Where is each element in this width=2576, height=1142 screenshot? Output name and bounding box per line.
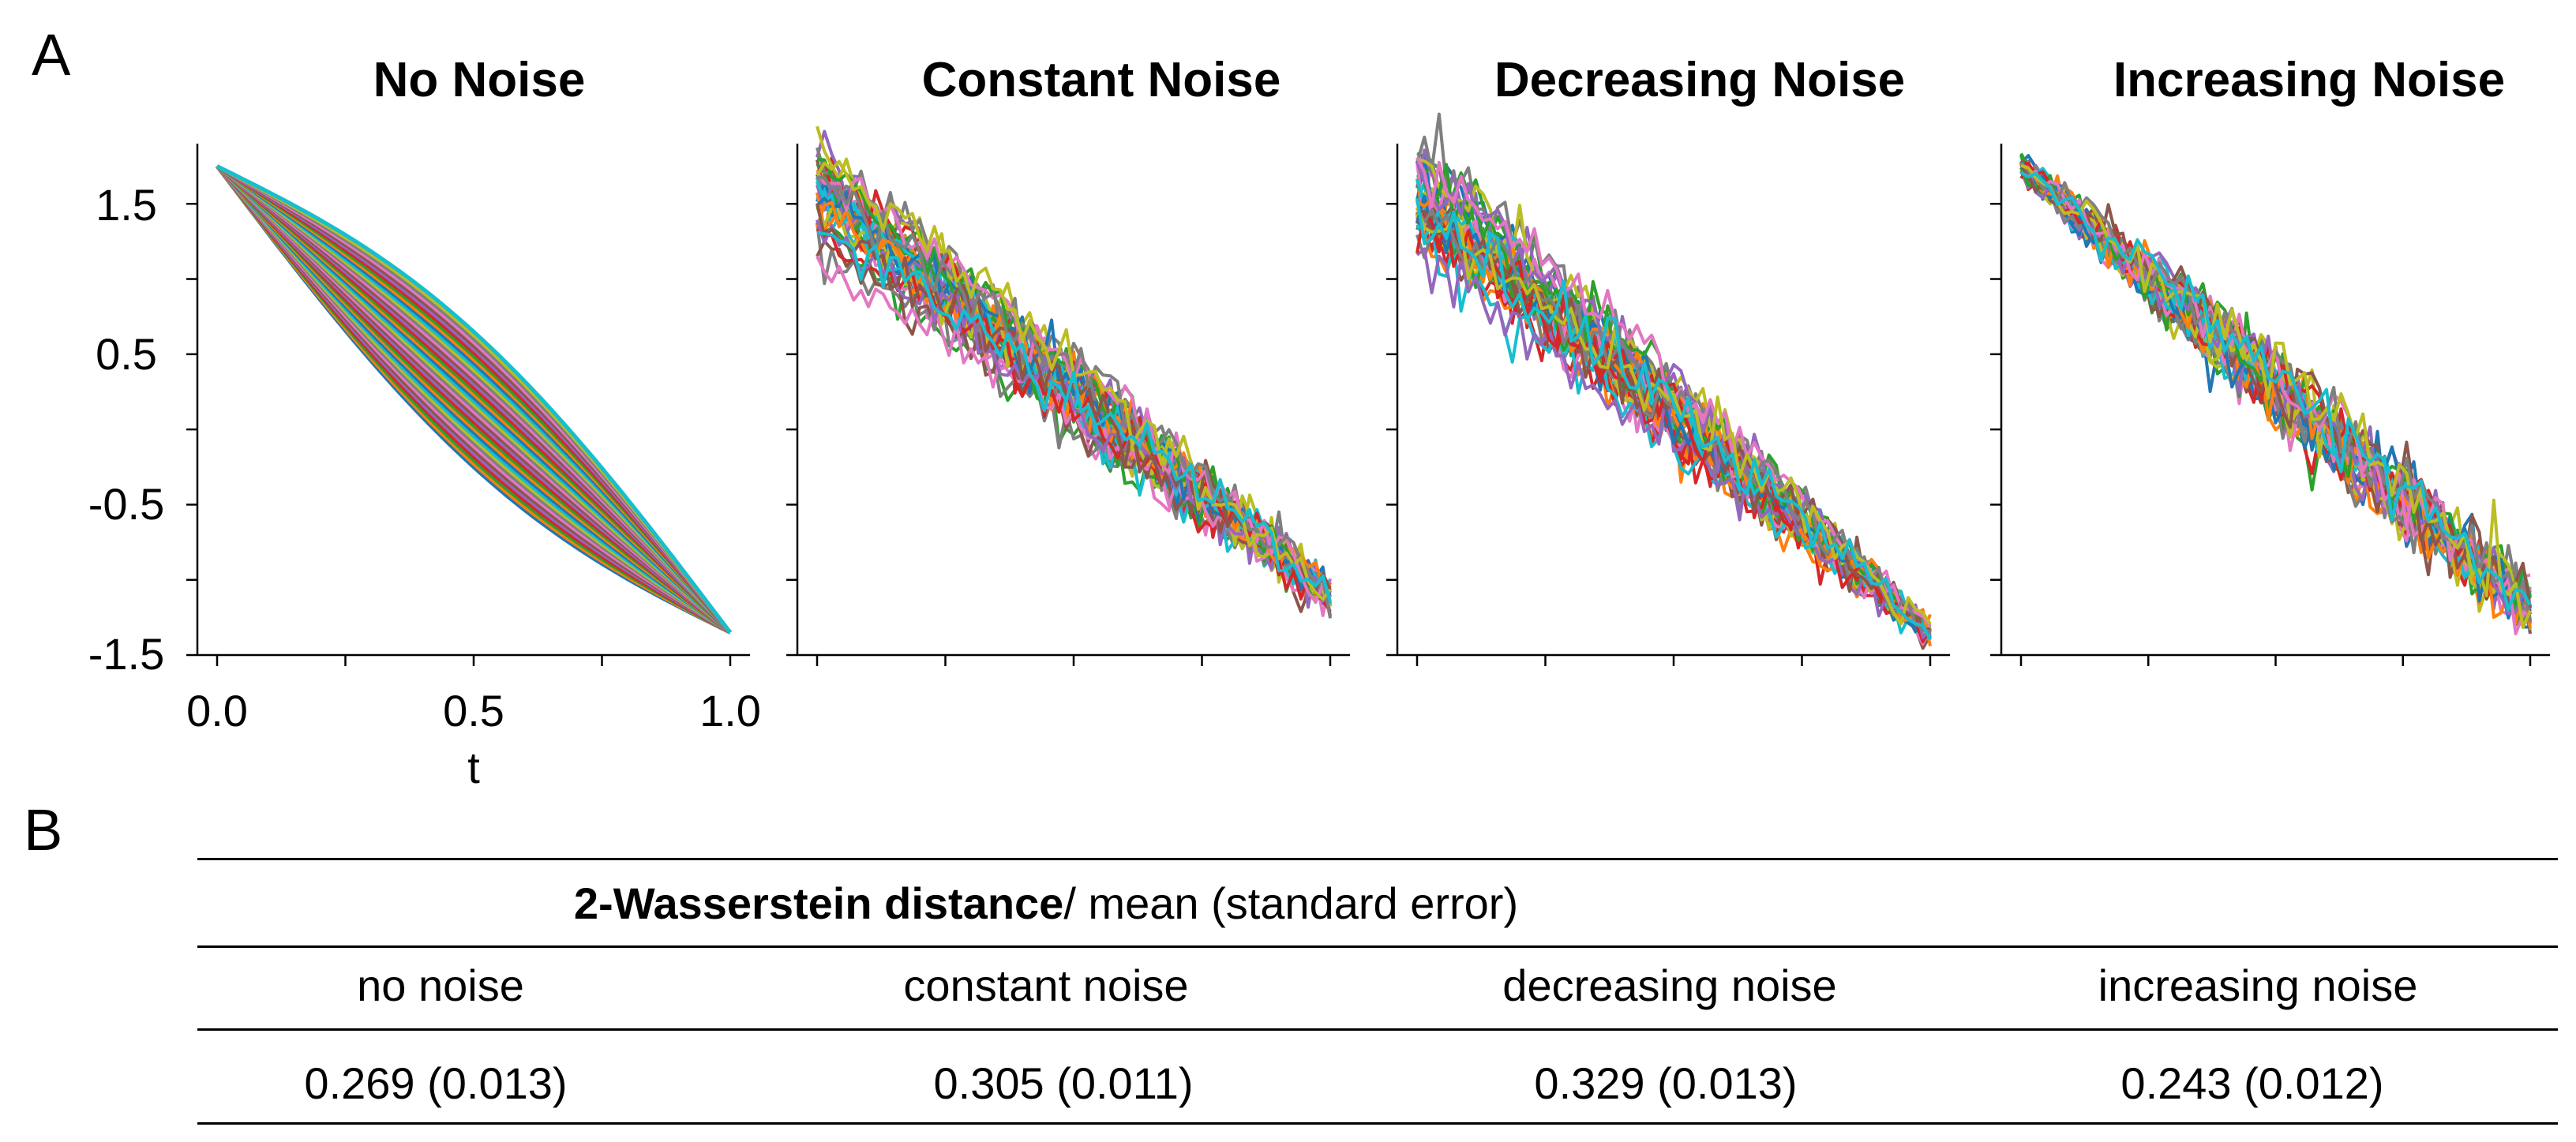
trajectory-lines [2019,152,2532,635]
panel-title: No Noise [373,53,586,107]
trajectory-line [816,190,1332,587]
panel-no-noise: No Noise 1.5 0.5 -0.5 -1.5 0.0 0.5 1.0 t [88,53,761,792]
panel-title: Increasing Noise [2113,53,2505,107]
table-value-increasing-noise: 0.243 (0.012) [2120,1058,2384,1108]
trajectory-line [1415,194,1931,640]
trajectory-lines [216,164,732,635]
table-header-constant-noise: constant noise [903,960,1189,1010]
table-title-rest: / mean (standard error) [1063,878,1519,928]
axis-ticks [186,202,732,666]
table-header-rule [197,945,2558,948]
trajectory-line [2019,171,2532,612]
trajectory-line [2020,163,2532,629]
panel-label-b: B [24,797,62,863]
x-tick-label: 0.5 [443,686,504,736]
y-tick-label: -1.5 [88,629,165,679]
table-value-decreasing-noise: 0.329 (0.013) [1534,1058,1798,1108]
panel-title: Constant Noise [922,53,1281,107]
table-top-rule [197,858,2558,860]
panel-increasing-noise: Increasing Noise [1990,53,2550,666]
panel-constant-noise: Constant Noise [786,53,1350,666]
trajectory-line [216,164,732,634]
y-tick-label: -0.5 [88,479,165,529]
table-value-constant-noise: 0.305 (0.011) [933,1058,1194,1108]
panel-decreasing-noise: Decreasing Noise [1386,53,1950,666]
table-value-no-noise: 0.269 (0.013) [304,1058,568,1108]
table-header-increasing-noise: increasing noise [2098,960,2418,1010]
table-title: 2-Wasserstein distance/ mean (standard e… [574,878,1518,929]
y-tick-label: 0.5 [96,329,157,379]
table-header-decreasing-noise: decreasing noise [1502,960,1837,1010]
y-tick-label: 1.5 [96,180,157,230]
table-values-rule [197,1028,2558,1031]
panel-label-a: A [32,22,71,88]
table-title-bold: 2-Wasserstein distance [573,878,1064,928]
x-tick-label: 0.0 [186,686,248,736]
table-bottom-rule [197,1122,2558,1125]
axis-ticks [786,202,1332,666]
trajectory-lines [1415,112,1932,650]
trajectory-lines [816,125,1332,619]
table-header-no-noise: no noise [357,960,524,1010]
trajectory-line [1415,197,1932,641]
axis-ticks [1990,202,2532,666]
trajectory-line [816,230,1332,602]
axis-ticks [1386,202,1932,666]
panel-title: Decreasing Noise [1494,53,1905,107]
x-tick-label: 1.0 [699,686,761,736]
x-axis-label: t [467,743,480,792]
